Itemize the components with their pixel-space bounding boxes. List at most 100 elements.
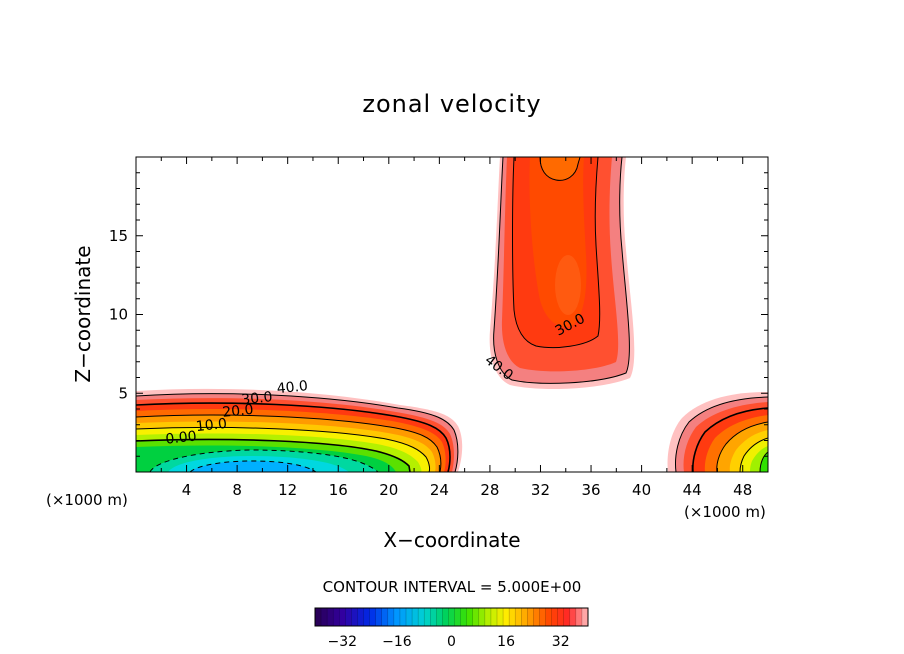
colorbar-cell [527, 608, 534, 626]
x-tick-label: 8 [232, 481, 242, 499]
colorbar-cell [375, 608, 383, 626]
x-axis-label: X−coordinate [383, 528, 520, 552]
colorbar-cell [454, 608, 461, 626]
x-unit-left: (×1000 m) [46, 491, 128, 509]
cline-lr-10 [739, 437, 768, 472]
chart-title: zonal velocity [362, 90, 541, 118]
contour-label: 30.0 [241, 389, 274, 408]
colorbar-cell [575, 608, 583, 626]
y-axis-ticks: 5 10 15 [109, 172, 768, 457]
colorbar-cell [333, 608, 340, 626]
x-tick-label: 40 [632, 481, 651, 499]
colorbar-cell [569, 608, 577, 626]
contour-interval: CONTOUR INTERVAL = 5.000E+00 [323, 578, 582, 596]
colorbar-cell [442, 608, 449, 626]
colorbar-cell [393, 608, 401, 626]
x-unit-right: (×1000 m) [684, 503, 766, 521]
colorbar-cell [345, 608, 352, 626]
x-tick-label: 48 [733, 481, 752, 499]
cline-ll-0 [136, 438, 411, 472]
x-tick-label: 44 [683, 481, 702, 499]
cline-ll-20 [136, 414, 442, 472]
cline-ll-m10 [149, 449, 379, 472]
colorbar-cell [484, 608, 492, 626]
colorbar-cell [387, 608, 395, 626]
colorbar-cell [327, 608, 334, 626]
colorbar-cell [339, 608, 346, 626]
colorbar-cell [460, 608, 468, 626]
y-tick-label: 15 [109, 227, 128, 245]
colorbar-cell [399, 608, 407, 626]
colorbar-cell [448, 608, 455, 626]
colorbar-tick-label: 16 [497, 634, 515, 650]
fill-col-core [555, 255, 581, 315]
colorbar-cell [321, 608, 328, 626]
colorbar-tick-label: −16 [382, 634, 412, 650]
colorbar-cell [436, 608, 443, 626]
colorbar-tick-label: 0 [447, 634, 456, 650]
cline-lr-40 [675, 396, 768, 472]
colorbar-cell [539, 608, 546, 626]
y-tick-label: 5 [118, 384, 128, 402]
colorbar-cell [363, 608, 370, 626]
cline-lr-20 [716, 421, 768, 472]
colorbar-cell [581, 608, 589, 626]
colorbar-cell [563, 608, 571, 626]
cline-lr-30 [692, 407, 768, 472]
colorbar-frame [314, 607, 589, 627]
cline-col-40 [493, 157, 630, 384]
contour-label: 40.0 [276, 378, 309, 397]
fill-lr-0 [760, 452, 768, 472]
cline-ll-30 [136, 402, 451, 472]
contour-label: 10.0 [195, 416, 228, 435]
x-tick-label: 32 [531, 481, 550, 499]
colorbar-ticks: −32 −16 0 16 32 [328, 634, 570, 650]
colorbar-cell [351, 608, 358, 626]
cline-ll-m20 [189, 460, 317, 472]
x-axis-ticks: 4 8 12 16 20 24 28 32 36 40 44 48 [160, 157, 752, 499]
contour-label: 0.00 [165, 429, 198, 448]
colorbar: −32 −16 0 16 32 [314, 607, 589, 650]
colorbar-cell [418, 608, 425, 626]
colorbar-cell [509, 608, 516, 626]
colorbar-cell [521, 608, 528, 626]
x-tick-label: 12 [278, 481, 297, 499]
x-tick-label: 16 [329, 481, 348, 499]
colorbar-cell [497, 608, 504, 626]
colorbar-cell [406, 608, 413, 626]
colorbar-cells [314, 608, 589, 626]
colorbar-cell [315, 608, 322, 626]
cline-col-30 [512, 157, 601, 349]
colorbar-cell [557, 608, 565, 626]
colorbar-cell [369, 608, 377, 626]
cline-ll-40 [136, 393, 459, 472]
colorbar-tick-label: −32 [328, 634, 358, 650]
colorbar-cell [478, 608, 486, 626]
colorbar-cell [412, 608, 419, 626]
colorbar-cell [357, 608, 364, 626]
colorbar-cell [424, 608, 431, 626]
fill-ll-m20 [190, 461, 316, 472]
colorbar-cell [430, 608, 437, 626]
colorbar-cell [503, 608, 510, 626]
x-tick-label: 4 [182, 481, 192, 499]
cline-lr-0 [759, 451, 768, 472]
colorbar-tick-label: 32 [552, 634, 570, 650]
colorbar-cell [466, 608, 474, 626]
colorbar-cell [533, 608, 540, 626]
colorbar-cell [381, 608, 389, 626]
colorbar-cell [472, 608, 480, 626]
contour-label: 20.0 [222, 402, 255, 421]
cline-col-20 [539, 157, 581, 181]
x-tick-label: 20 [379, 481, 398, 499]
x-tick-label: 36 [581, 481, 600, 499]
colorbar-cell [490, 608, 498, 626]
colorbar-cell [551, 608, 559, 626]
fill-col-20 [540, 157, 580, 181]
y-axis-label: Z−coordinate [71, 245, 95, 382]
colorbar-cell [545, 608, 552, 626]
x-tick-label: 28 [480, 481, 499, 499]
